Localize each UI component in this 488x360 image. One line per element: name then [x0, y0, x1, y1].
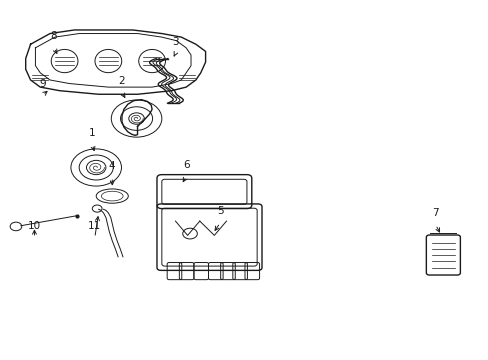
Text: 9: 9 — [40, 78, 46, 89]
Text: 10: 10 — [28, 221, 41, 231]
Text: 11: 11 — [88, 221, 101, 231]
Text: 1: 1 — [89, 128, 96, 138]
Text: 7: 7 — [431, 208, 438, 218]
Text: 6: 6 — [183, 160, 189, 170]
Text: 3: 3 — [172, 37, 179, 47]
Text: 2: 2 — [119, 76, 125, 86]
Text: 8: 8 — [50, 31, 57, 41]
Text: 4: 4 — [109, 161, 115, 171]
Text: 5: 5 — [217, 206, 223, 216]
